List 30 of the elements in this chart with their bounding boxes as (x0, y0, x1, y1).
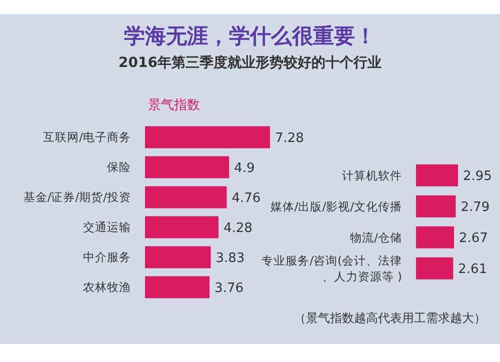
y-tick-label: 物流/仓储 (350, 230, 402, 244)
y-tick-label: 中介服务 (83, 250, 131, 264)
y-tick-label: 计算机软件 (342, 168, 402, 182)
data-label: 4.28 (223, 220, 252, 236)
y-tick-label: 农林牧渔 (83, 280, 131, 294)
data-label: 4.76 (232, 190, 261, 206)
y-tick-label: 交通运输 (83, 220, 131, 234)
data-label: 7.28 (275, 130, 304, 146)
data-label: 2.67 (459, 230, 488, 246)
chart-subtitle: 2016年第三季度就业形势较好的十个行业 (118, 54, 382, 72)
y-tick-label: 媒体/出版/影视/文化传播 (270, 200, 402, 214)
bar (145, 126, 270, 148)
bar (145, 186, 227, 208)
data-label: 2.95 (463, 168, 492, 184)
y-tick-label: 互联网/电子商务 (43, 130, 131, 144)
data-label: 2.79 (460, 200, 490, 215)
text: （景气指数越高代表用工需求越大） (294, 310, 486, 327)
bar (145, 216, 218, 238)
y-tick-label: 保险 (107, 160, 131, 174)
data-label: 3.76 (214, 280, 244, 296)
bar (145, 276, 210, 298)
data-label: 3.83 (216, 250, 245, 266)
data-label: 4.9 (234, 160, 255, 176)
bar (145, 156, 230, 178)
y-tick-label: 专业服务/咨询(会计、法律、人力资源等 ) (262, 254, 402, 284)
bar (145, 246, 211, 268)
y-tick-label: 基金/证券/期货/投资 (23, 190, 131, 204)
chart-title: 学海无涯，学什么很重要！ (123, 23, 377, 50)
series-label: 景气指数 (148, 97, 200, 114)
data-label: 2.61 (458, 262, 488, 277)
